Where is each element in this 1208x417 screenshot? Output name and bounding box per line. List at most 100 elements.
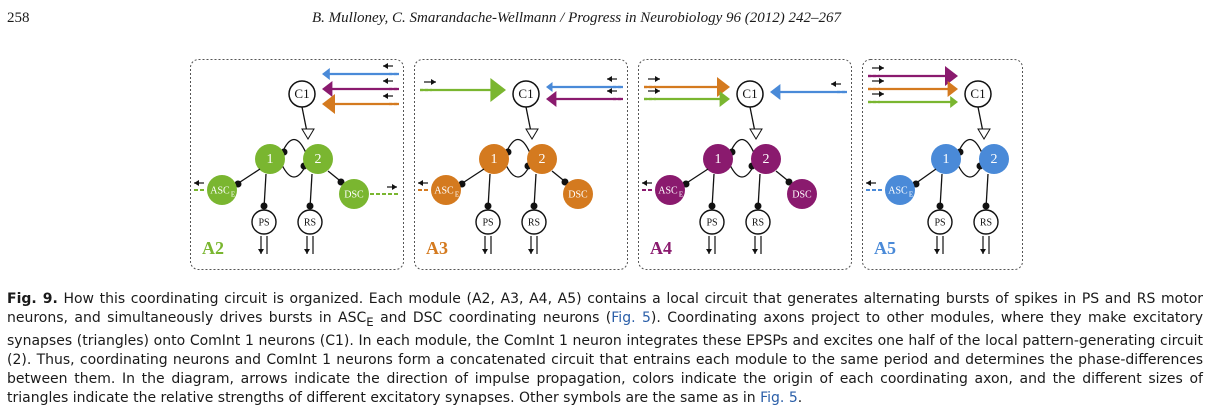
c1-label: C1: [970, 86, 985, 101]
neuron-2-label: 2: [539, 152, 546, 167]
figure-9: C1 1 2 PS RS ASC E DSC A2 C1 1 2 PS RS ASC E DSC A3 C1 1 2 PS…: [0, 52, 1208, 277]
excitatory-synapse: [749, 128, 763, 140]
asc-neuron: [655, 175, 685, 205]
module-label-a2: A2: [202, 238, 224, 258]
figure-reference-link[interactable]: Fig. 5: [760, 389, 798, 406]
c1-label: C1: [518, 86, 533, 101]
neuron-2: [527, 144, 557, 174]
ps-neuron: [475, 209, 501, 235]
dsc-neuron: [563, 179, 593, 209]
input-axon-a4: [322, 78, 399, 97]
rs-neuron: [521, 209, 547, 235]
arrow-head: [706, 249, 712, 254]
synapse-triangle: [945, 66, 958, 86]
figure-caption: Fig. 9. How this coordinating circuit is…: [7, 290, 1203, 408]
ps-neuron: [251, 209, 277, 235]
module-label-a3: A3: [426, 238, 448, 258]
rs-drive: [757, 173, 761, 209]
arrow-head: [431, 79, 436, 85]
synapse-dot: [982, 202, 990, 210]
synapse-triangle: [322, 68, 330, 80]
arrow-head: [607, 88, 612, 94]
caption-text-4: .: [797, 389, 803, 406]
synapse-dot: [306, 202, 314, 210]
rs-label: RS: [528, 217, 540, 228]
arrow-head: [194, 180, 199, 186]
arrow-head: [879, 91, 884, 97]
asc-subscript: E: [679, 191, 683, 199]
synapse-dot: [708, 202, 716, 210]
neuron-1: [479, 144, 509, 174]
input-axon-a4: [546, 88, 623, 107]
input-axon-a5: [322, 63, 399, 80]
synapse-dot: [561, 178, 569, 186]
asc-neuron: [207, 175, 237, 205]
arrow-head: [879, 78, 884, 84]
arrow-head: [383, 93, 388, 99]
excitatory-synapse: [301, 128, 315, 140]
arrow-head: [482, 249, 488, 254]
neuron-1-label: 1: [267, 152, 274, 167]
input-axon-a5: [546, 76, 623, 92]
ps-drive: [711, 173, 715, 209]
rs-drive: [533, 173, 537, 209]
c1-label: C1: [294, 86, 309, 101]
module-label-a5: A5: [874, 238, 896, 258]
arrow-head: [258, 249, 264, 254]
page-header: 258 B. Mulloney, C. Smarandache-Wellmann…: [0, 10, 1208, 32]
synapse-dot: [754, 202, 762, 210]
neuron-1-label: 1: [943, 152, 950, 167]
arrow-head: [642, 180, 647, 186]
input-axon-a2: [868, 91, 958, 108]
neuron-1-label: 1: [715, 152, 722, 167]
caption-text-2: and DSC coordinating neurons (: [373, 310, 612, 326]
input-axon-a2: [644, 88, 730, 107]
dsc-label: DSC: [792, 189, 812, 200]
dsc-label: DSC: [568, 189, 588, 200]
arrow-head: [607, 76, 612, 82]
arrow-head: [392, 184, 397, 190]
rs-label: RS: [980, 217, 992, 228]
dsc-neuron: [787, 179, 817, 209]
neuron-2: [303, 144, 333, 174]
synapse-triangle: [546, 82, 553, 92]
dsc-neuron: [339, 179, 369, 209]
synapse-dot: [785, 178, 793, 186]
panel-border: [862, 59, 1023, 270]
arrow-head: [304, 249, 310, 254]
asc-subscript: E: [231, 191, 235, 199]
rs-neuron: [745, 209, 771, 235]
running-title: B. Mulloney, C. Smarandache-Wellmann / P…: [312, 10, 841, 26]
arrow-head: [655, 88, 660, 94]
module-label-a4: A4: [650, 238, 672, 258]
arrow-head: [655, 76, 660, 82]
input-axon-a3: [868, 78, 958, 97]
asc-subscript: E: [455, 191, 459, 199]
ps-neuron: [699, 209, 725, 235]
caption-subscript-e: E: [366, 314, 374, 329]
module-panel-a2: C1 1 2 PS RS ASC E DSC A2: [190, 59, 404, 270]
input-axon-a3: [644, 76, 730, 97]
neuron-2-label: 2: [763, 152, 770, 167]
ps-label: PS: [482, 217, 493, 228]
synapse-triangle: [546, 91, 557, 107]
arrow-head: [383, 78, 388, 84]
arrow-head: [831, 81, 836, 87]
ps-drive: [263, 173, 267, 209]
neuron-1: [703, 144, 733, 174]
synapse-triangle: [719, 91, 730, 107]
synapse-triangle: [950, 96, 958, 108]
ps-label: PS: [934, 217, 945, 228]
asc-subscript: E: [909, 191, 913, 199]
synapse-dot: [484, 202, 492, 210]
asc-neuron: [431, 175, 461, 205]
page-number: 258: [7, 10, 30, 26]
figure-reference-link[interactable]: Fig. 5: [611, 310, 651, 326]
rs-neuron: [973, 209, 999, 235]
input-axon-a3: [322, 93, 399, 114]
synapse-triangle: [717, 77, 730, 97]
module-panel-a5: C1 1 2 PS RS ASC E A5: [862, 59, 1023, 270]
synapse-dot: [337, 178, 345, 186]
neuron-2-label: 2: [991, 152, 998, 167]
